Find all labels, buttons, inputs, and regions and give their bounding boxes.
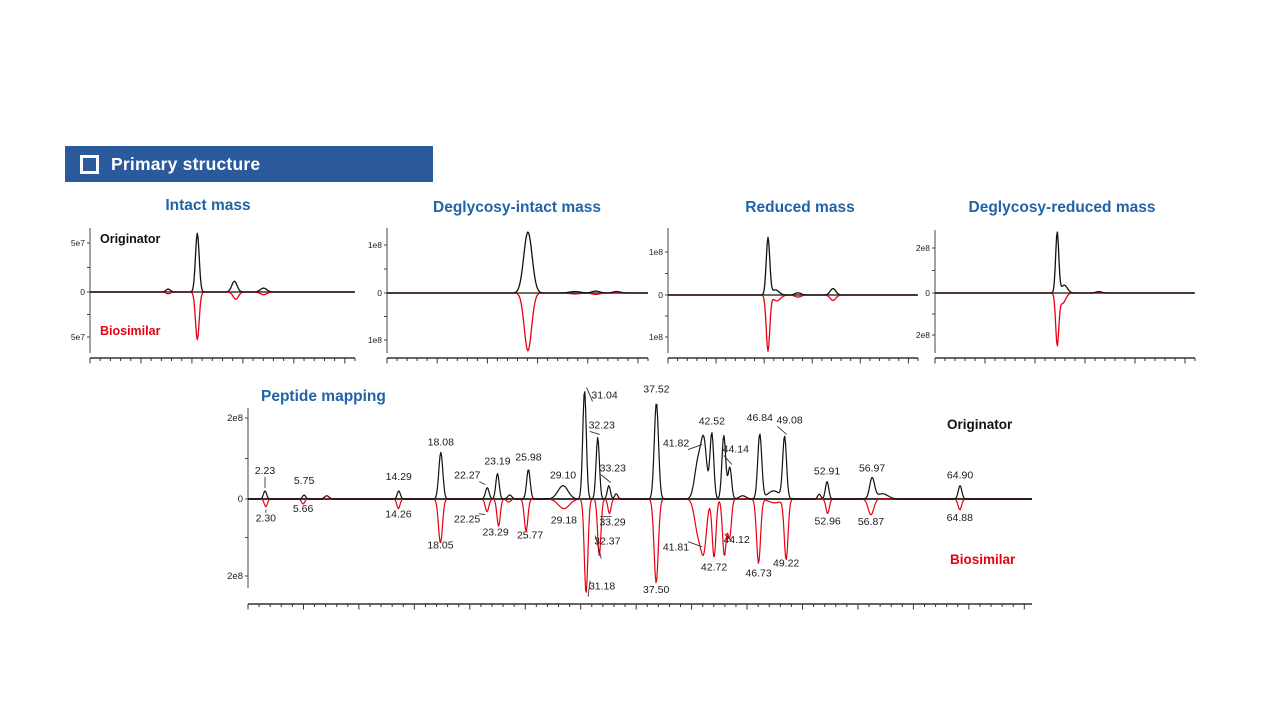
intact-mass-chart: 5e7 0 5e7 xyxy=(71,228,356,364)
deglycosy-reduced-mass-title: Deglycosy-reduced mass xyxy=(968,199,1156,216)
svg-text:0: 0 xyxy=(238,494,243,505)
svg-text:5e7: 5e7 xyxy=(71,238,85,248)
svg-text:1e8: 1e8 xyxy=(368,240,382,250)
svg-text:37.52: 37.52 xyxy=(643,384,669,396)
deglycosy-reduced-mass-chart: 2e8 0 2e8 xyxy=(916,230,1196,364)
intact-mass-title: Intact mass xyxy=(165,197,251,214)
svg-text:64.90: 64.90 xyxy=(947,470,973,482)
svg-text:18.05: 18.05 xyxy=(427,539,453,551)
svg-text:0: 0 xyxy=(80,287,85,297)
deglycosy-intact-mass-title: Deglycosy-intact mass xyxy=(433,199,601,216)
svg-text:5.66: 5.66 xyxy=(293,503,314,515)
peptide-mapping-title: Peptide mapping xyxy=(261,388,386,405)
svg-text:25.98: 25.98 xyxy=(515,451,541,463)
svg-text:14.29: 14.29 xyxy=(386,471,412,483)
svg-text:56.97: 56.97 xyxy=(859,462,885,474)
svg-text:37.50: 37.50 xyxy=(643,584,669,596)
svg-text:49.22: 49.22 xyxy=(773,557,799,569)
svg-text:44.12: 44.12 xyxy=(723,534,749,546)
checkbox-square-icon xyxy=(80,154,99,174)
svg-text:49.08: 49.08 xyxy=(776,414,802,426)
svg-text:1e8: 1e8 xyxy=(649,247,663,257)
svg-text:25.77: 25.77 xyxy=(517,529,543,541)
svg-text:31.04: 31.04 xyxy=(591,389,617,401)
peptide-biosimilar-label: Biosimilar xyxy=(950,552,1016,567)
intact-originator-label: Originator xyxy=(100,232,161,246)
svg-text:46.84: 46.84 xyxy=(747,412,773,424)
reduced-mass-title: Reduced mass xyxy=(745,199,855,216)
svg-text:42.72: 42.72 xyxy=(701,562,727,574)
svg-text:41.82: 41.82 xyxy=(663,438,689,450)
svg-text:23.19: 23.19 xyxy=(484,455,510,467)
svg-text:2e8: 2e8 xyxy=(916,330,930,340)
svg-text:0: 0 xyxy=(377,288,382,298)
svg-text:52.91: 52.91 xyxy=(814,466,840,478)
svg-text:2e8: 2e8 xyxy=(916,243,930,253)
svg-text:2.30: 2.30 xyxy=(256,513,277,525)
svg-text:1e8: 1e8 xyxy=(649,332,663,342)
svg-text:32.23: 32.23 xyxy=(589,419,615,431)
svg-text:31.18: 31.18 xyxy=(589,581,615,593)
reduced-mass-chart: 1e8 0 1e8 xyxy=(649,228,919,364)
svg-text:14.26: 14.26 xyxy=(385,509,411,521)
svg-text:5e7: 5e7 xyxy=(71,332,85,342)
peptide-originator-label: Originator xyxy=(947,417,1013,432)
svg-text:29.18: 29.18 xyxy=(551,515,577,527)
svg-text:32.37: 32.37 xyxy=(594,536,620,548)
svg-text:56.87: 56.87 xyxy=(858,516,884,528)
svg-text:22.25: 22.25 xyxy=(454,514,480,526)
svg-text:2.23: 2.23 xyxy=(255,465,276,477)
section-title: Primary structure xyxy=(111,153,261,174)
svg-text:33.29: 33.29 xyxy=(599,517,625,529)
svg-text:2e8: 2e8 xyxy=(227,413,243,424)
svg-text:18.08: 18.08 xyxy=(428,436,454,448)
svg-text:0: 0 xyxy=(925,288,930,298)
svg-text:0: 0 xyxy=(658,290,663,300)
svg-text:33.23: 33.23 xyxy=(600,463,626,475)
svg-text:2e8: 2e8 xyxy=(227,571,243,582)
svg-text:22.27: 22.27 xyxy=(454,470,480,482)
deglycosy-intact-mass-chart: 1e8 0 1e8 xyxy=(368,228,649,364)
svg-text:52.96: 52.96 xyxy=(814,516,840,528)
svg-text:42.52: 42.52 xyxy=(699,415,725,427)
svg-text:44.14: 44.14 xyxy=(723,443,749,455)
svg-text:23.29: 23.29 xyxy=(482,526,508,538)
svg-text:64.88: 64.88 xyxy=(947,512,973,524)
svg-text:41.81: 41.81 xyxy=(663,542,689,554)
svg-text:29.10: 29.10 xyxy=(550,470,576,482)
svg-text:1e8: 1e8 xyxy=(368,335,382,345)
svg-text:46.73: 46.73 xyxy=(745,567,771,579)
section-header: Primary structure xyxy=(65,146,433,182)
intact-biosimilar-label: Biosimilar xyxy=(100,324,161,338)
svg-text:5.75: 5.75 xyxy=(294,475,315,487)
